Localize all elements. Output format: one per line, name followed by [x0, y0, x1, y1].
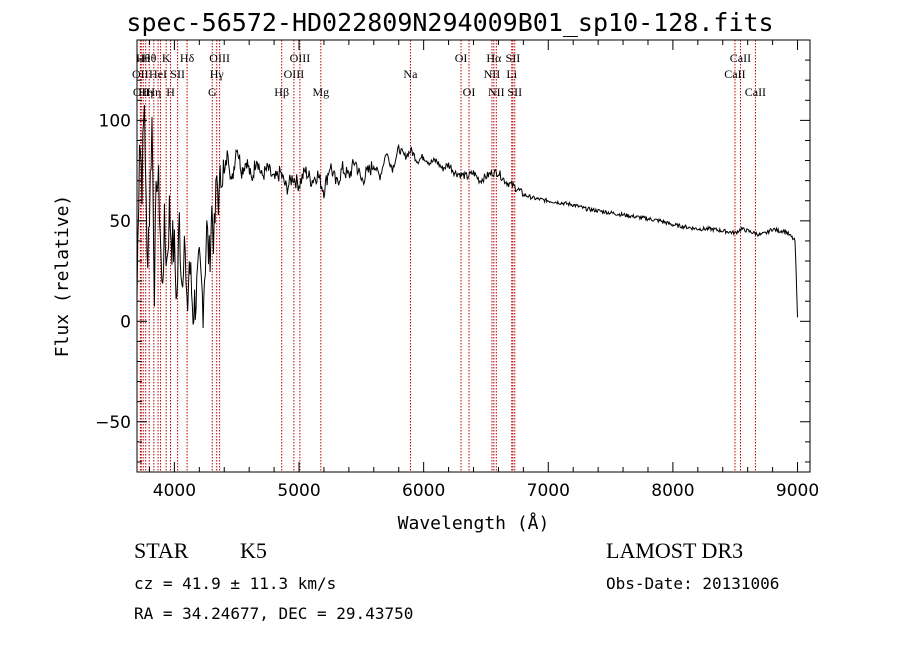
line-label-27: SII — [507, 85, 522, 99]
y-axis-label: Flux (relative) — [52, 195, 73, 358]
line-label-9: H — [166, 85, 175, 99]
y-tick-label-1: 0 — [120, 312, 131, 332]
line-label-13: Hγ — [210, 67, 225, 81]
line-label-28: CaII — [724, 67, 745, 81]
y-tick-label-0: −50 — [95, 413, 131, 433]
spectrum-series-line — [136, 105, 798, 329]
chart-title: spec-56572-HD022809N294009B01_sp10-128.f… — [126, 8, 774, 37]
object-type: STAR — [134, 538, 189, 563]
y-axis-ticks: −50 0 50 100 — [95, 39, 810, 463]
line-label-2: Hθ — [136, 51, 151, 65]
emission-line-labels: OIIOIIHθHηHθHηHeIKHSIIHδGHγOIIIHβOIIIOII… — [132, 51, 766, 99]
x-axis-ticks: 4000 5000 6000 7000 8000 9000 — [148, 40, 819, 501]
line-label-29: CaII — [730, 51, 751, 65]
line-label-15: Hβ — [274, 85, 289, 99]
x-tick-label-0: 4000 — [153, 481, 196, 501]
x-tick-label-3: 7000 — [527, 481, 570, 501]
object-subclass: K5 — [240, 538, 267, 563]
line-label-23: Hα — [486, 51, 502, 65]
line-label-12: G — [208, 85, 217, 99]
line-label-14: OIII — [209, 51, 230, 65]
line-label-11: Hδ — [180, 51, 195, 65]
y-tick-label-2: 50 — [109, 212, 131, 232]
line-label-17: OIII — [290, 51, 311, 65]
obs-date-text: Obs-Date: 20131006 — [606, 574, 780, 593]
line-label-30: CaII — [745, 85, 766, 99]
emission-line-markers — [139, 40, 756, 472]
plot-frame — [136, 39, 811, 473]
line-label-24: NII — [488, 85, 505, 99]
line-label-8: K — [162, 51, 171, 65]
coordinates-text: RA = 34.24677, DEC = 29.43750 — [134, 604, 414, 623]
line-label-3: Hη — [138, 85, 153, 99]
line-label-26: SII — [506, 51, 521, 65]
line-label-21: OI — [463, 85, 476, 99]
line-label-16: OIII — [284, 67, 305, 81]
x-tick-label-5: 9000 — [776, 481, 819, 501]
x-axis-label: Wavelength (Å) — [398, 512, 550, 534]
y-tick-label-3: 100 — [99, 111, 131, 131]
redshift-text: cz = 41.9 ± 11.3 km/s — [134, 574, 337, 593]
line-label-22: NII — [484, 67, 501, 81]
line-label-6: HeI — [149, 67, 167, 81]
x-tick-label-2: 6000 — [402, 481, 445, 501]
line-label-4: Hθ — [142, 51, 157, 65]
line-label-20: OI — [455, 51, 468, 65]
line-label-0: OII — [132, 67, 149, 81]
line-label-19: Na — [403, 67, 418, 81]
line-label-18: Mg — [312, 85, 329, 99]
x-tick-label-4: 8000 — [651, 481, 694, 501]
line-label-5: Hη — [146, 85, 161, 99]
x-tick-label-1: 5000 — [277, 481, 320, 501]
survey-name: LAMOST DR3 — [606, 538, 744, 563]
line-label-10: SII — [170, 67, 185, 81]
line-label-25: Li — [506, 67, 517, 81]
